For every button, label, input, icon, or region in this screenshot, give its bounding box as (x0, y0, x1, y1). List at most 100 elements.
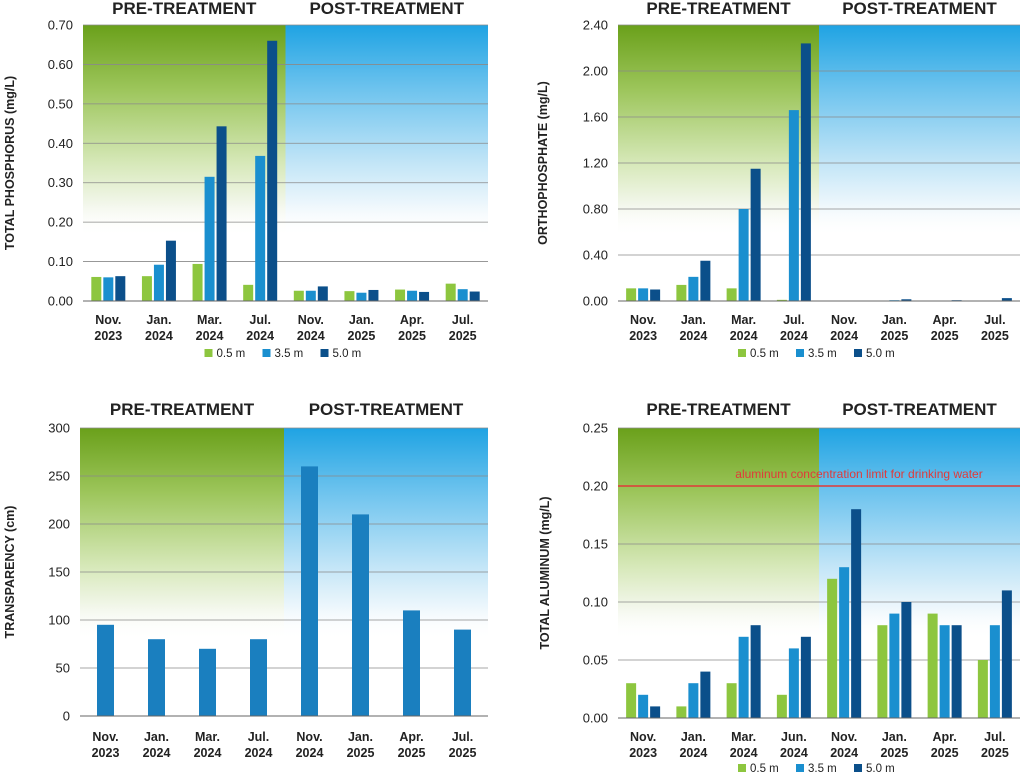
bar (153, 264, 164, 301)
bar (445, 283, 456, 301)
bar (676, 284, 687, 301)
bar (688, 683, 699, 718)
bar (989, 625, 1000, 718)
bar (141, 276, 152, 301)
y-tick-label: 0.80 (583, 202, 608, 217)
bar (97, 624, 114, 716)
legend-swatch (854, 764, 862, 772)
x-tick-label-year: 2025 (398, 746, 426, 760)
y-tick-label: 0.05 (583, 653, 608, 668)
y-tick-label: 1.20 (583, 156, 608, 171)
chart-total-phosphorus: PRE-TREATMENT POST-TREATMENT 0.00 0.10 0.20 0… (3, 0, 488, 360)
legend-swatch (738, 764, 746, 772)
bar (243, 284, 254, 301)
bar (726, 288, 737, 301)
y-tick-label: 0.50 (48, 96, 73, 111)
legend-swatch (262, 349, 271, 357)
y-tick-label: 0.20 (48, 215, 73, 230)
x-tick-label-year: 2023 (92, 746, 120, 760)
bar (344, 291, 355, 301)
x-tick-label-month: Jun. (781, 730, 807, 744)
x-tick-label-year: 2024 (679, 329, 707, 343)
x-tick-label-month: Nov. (630, 730, 656, 744)
legend-label: 0.5 m (217, 348, 246, 360)
bar (927, 613, 938, 718)
x-tick-label-month: Nov. (831, 730, 857, 744)
x-tick-label-month: Nov. (95, 313, 121, 327)
x-tick-label-month: Jan. (681, 313, 706, 327)
y-tick-label: 150 (48, 565, 70, 580)
bar (839, 567, 850, 718)
x-tick-label-year: 2024 (296, 746, 324, 760)
x-tick-label-month: Jan. (349, 313, 374, 327)
y-tick-label: 200 (48, 517, 70, 532)
bar (676, 706, 687, 718)
x-tick-label-month: Jul. (452, 313, 474, 327)
bar (638, 694, 649, 718)
x-tick-label-month: Jan. (146, 313, 171, 327)
x-tick-label-year: 2024 (246, 329, 274, 343)
x-tick-label-year: 2024 (143, 746, 171, 760)
x-tick-label-month: Jan. (681, 730, 706, 744)
bar (395, 289, 406, 301)
y-tick-label: 0.70 (48, 18, 73, 33)
x-tick-label-month: Nov. (296, 730, 322, 744)
bar (356, 292, 367, 301)
legend-label: 5.0 m (866, 763, 895, 775)
y-tick-label: 100 (48, 613, 70, 628)
bar (750, 625, 761, 718)
x-tick-label-year: 2024 (679, 746, 707, 760)
y-tick-label: 0.40 (48, 136, 73, 151)
legend-label: 0.5 m (750, 763, 779, 775)
x-tick-label-year: 2025 (449, 329, 477, 343)
bar (726, 683, 737, 718)
pre-treatment-background (618, 428, 819, 640)
x-tick-label-month: Jul. (984, 730, 1006, 744)
x-tick-label-month: Jul. (984, 313, 1006, 327)
phase-label-post: POST-TREATMENT (309, 0, 464, 18)
x-tick-label-year: 2025 (981, 329, 1009, 343)
legend-label: 3.5 m (808, 348, 837, 360)
y-tick-label: 0.20 (583, 479, 608, 494)
pre-treatment-background (83, 25, 286, 237)
bar (454, 629, 471, 716)
x-tick-label-month: Jul. (248, 730, 270, 744)
y-tick-label: 2.00 (583, 64, 608, 79)
x-tick-label-year: 2025 (931, 746, 959, 760)
x-tick-label-month: Apr. (932, 730, 956, 744)
y-tick-label: 1.60 (583, 110, 608, 125)
bar (977, 660, 988, 718)
bar (267, 40, 278, 302)
chart-total-aluminum: PRE-TREATMENT POST-TREATMENT 0.00 0.05 0.10 0… (538, 400, 1020, 775)
x-tick-label-month: Apr. (399, 730, 423, 744)
y-tick-label: 0.10 (48, 254, 73, 269)
y-tick-label: 0.30 (48, 175, 73, 190)
phase-label-post: POST-TREATMENT (309, 400, 464, 419)
bar (293, 290, 304, 301)
bar (750, 168, 761, 301)
y-tick-label: 0.10 (583, 595, 608, 610)
y-axis-label: TOTAL ALUMINUM (mg/L) (538, 497, 552, 650)
bar (626, 288, 637, 301)
bar (301, 466, 318, 716)
x-tick-label-year: 2023 (629, 329, 657, 343)
bar (317, 286, 328, 301)
x-tick-label-month: Mar. (197, 313, 222, 327)
y-tick-label: 2.40 (583, 18, 608, 33)
bar (738, 636, 749, 718)
bar (204, 176, 215, 301)
phase-label-post: POST-TREATMENT (842, 0, 997, 18)
legend-label: 3.5 m (808, 763, 837, 775)
post-treatment-background (819, 25, 1020, 237)
y-tick-label: 0.40 (583, 248, 608, 263)
y-tick-label: 50 (56, 661, 70, 676)
pre-treatment-background (618, 25, 819, 237)
bar (700, 260, 711, 301)
bar (650, 289, 661, 301)
bar (901, 299, 912, 301)
x-tick-label-year: 2024 (780, 746, 808, 760)
bar (889, 613, 900, 718)
bar (469, 291, 480, 301)
bar (788, 648, 799, 718)
phase-label-pre: PRE-TREATMENT (646, 400, 791, 419)
